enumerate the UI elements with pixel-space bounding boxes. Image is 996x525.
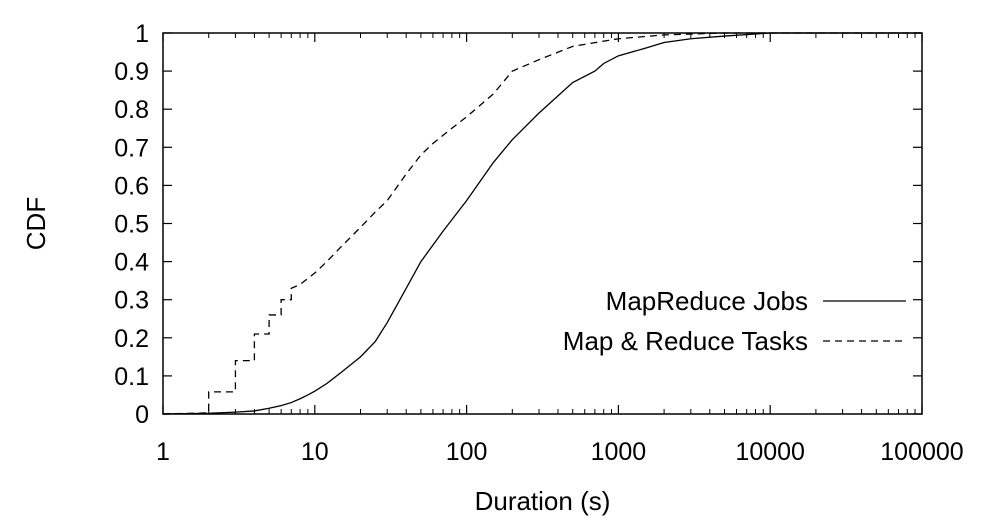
series-line-1	[162, 32, 922, 415]
x-tick-label: 100000	[880, 438, 963, 466]
y-tick-label: 0.4	[114, 249, 149, 277]
y-tick-label: 1	[135, 20, 149, 48]
y-tick-label: 0.8	[114, 96, 149, 124]
y-axis-title: CDF	[21, 197, 51, 250]
y-tick-label: 0.2	[114, 325, 149, 353]
x-tick-label: 10000	[735, 438, 805, 466]
x-tick-label: 1	[156, 438, 170, 466]
axis-ticks: 0 0.1 0.2 0.3 0.4 0.5 0.6 0.7 0.8 0.9 1 1 10 100 1000 1…	[114, 20, 963, 466]
y-tick-label: 0.5	[114, 211, 149, 239]
x-axis-title: Duration (s)	[475, 486, 611, 516]
x-tick-label: 100	[446, 438, 488, 466]
y-tick-label: 0	[135, 401, 149, 429]
y-tick-label: 0.9	[114, 58, 149, 86]
legend-label: MapReduce Jobs	[606, 286, 808, 316]
legend-label: Map & Reduce Tasks	[563, 326, 808, 356]
y-tick-label: 0.7	[114, 134, 149, 162]
y-tick-label: 0.1	[114, 363, 149, 391]
legend: MapReduce Jobs Map & Reduce Tasks	[563, 286, 906, 356]
y-tick-label: 0.3	[114, 287, 149, 315]
plot-frame	[162, 32, 923, 415]
x-tick-label: 1000	[591, 438, 647, 466]
y-tick-label: 0.6	[114, 172, 149, 200]
series-line-0	[162, 32, 922, 415]
x-tick-label: 10	[301, 438, 329, 466]
series-layer	[162, 32, 922, 415]
